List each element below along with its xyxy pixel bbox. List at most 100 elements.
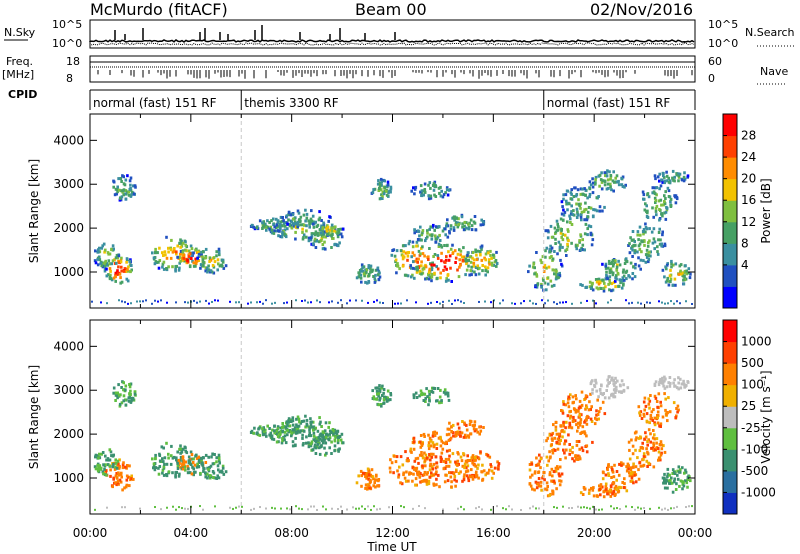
echo-cell [370, 468, 374, 472]
ground-scatter-cell [175, 301, 177, 304]
ground-scatter-cell [235, 301, 237, 304]
echo-cell [613, 463, 616, 467]
echo-cell [573, 408, 577, 412]
echo-cell [431, 184, 435, 187]
echo-cell [445, 244, 449, 248]
ground-scatter-cell [211, 300, 213, 303]
echo-cell [586, 210, 590, 214]
echo-cell [685, 272, 688, 276]
echo-cell [553, 481, 556, 485]
echo-cell [610, 270, 613, 274]
echo-cell [674, 194, 678, 198]
ground-scatter-cell [463, 508, 465, 511]
echo-cell [468, 419, 472, 423]
echo-cell [683, 274, 686, 278]
echo-cell [481, 463, 484, 467]
echo-cell [613, 180, 616, 184]
echo-cell [588, 280, 592, 284]
echo-cell [490, 256, 493, 260]
echo-cell [679, 377, 682, 381]
echo-cell [659, 400, 662, 404]
echo-cell [623, 477, 626, 481]
echo-cell [220, 263, 223, 267]
echo-cell [642, 228, 646, 231]
echo-cell [389, 392, 392, 395]
echo-cell [179, 252, 182, 256]
echo-cell [594, 208, 597, 212]
echo-cell [607, 465, 610, 468]
echo-cell [455, 216, 458, 220]
echo-cell [677, 381, 680, 385]
echo-cell [584, 201, 587, 205]
echo-cell [461, 464, 465, 468]
echo-cell [192, 261, 195, 265]
echo-cell [199, 266, 202, 270]
echo-cell [606, 492, 609, 496]
echo-cell [307, 441, 310, 445]
echo-cell [104, 259, 107, 263]
echo-cell [440, 259, 443, 263]
echo-cell [665, 206, 669, 210]
echo-cell [556, 437, 560, 441]
echo-cell [420, 233, 424, 237]
echo-cell [414, 185, 418, 189]
ground-scatter-cell [214, 505, 216, 508]
echo-cell [414, 477, 418, 481]
echo-cell [415, 257, 419, 261]
echo-cell [571, 213, 574, 217]
echo-cell [160, 445, 164, 449]
echo-cell [620, 176, 623, 180]
echo-cell [430, 455, 434, 459]
ground-scatter-cell [349, 299, 351, 302]
echo-cell [673, 194, 676, 198]
echo-cell [109, 468, 112, 472]
ground-scatter-cell [250, 301, 252, 304]
echo-cell [406, 251, 409, 255]
echo-cell [576, 243, 579, 247]
echo-cell [551, 268, 555, 272]
echo-cell [179, 451, 182, 455]
echo-cell [157, 266, 161, 270]
echo-cell [297, 211, 301, 215]
ground-scatter-cell [193, 299, 195, 302]
echo-cell [169, 462, 173, 466]
echo-cell [576, 421, 580, 425]
ground-scatter-cell [127, 302, 129, 305]
echo-cell [681, 274, 684, 278]
echo-cell [558, 274, 562, 278]
echo-cell [110, 262, 113, 266]
echo-cell [667, 195, 671, 198]
echo-cell [441, 441, 445, 445]
echo-cell [453, 217, 457, 221]
echo-cell [444, 442, 447, 446]
echo-cell [644, 222, 647, 226]
echo-cell [275, 432, 278, 435]
echo-cell [653, 196, 657, 200]
echo-cell [279, 220, 282, 224]
echo-cell [211, 264, 215, 267]
echo-cell [280, 235, 284, 239]
echo-cell [587, 224, 591, 228]
echo-cell [552, 283, 556, 287]
echo-cell [470, 228, 474, 232]
echo-cell [218, 459, 221, 463]
echo-cell [179, 455, 183, 459]
echo-cell [273, 431, 276, 435]
echo-cell [606, 169, 609, 173]
ground-scatter-cell [214, 299, 216, 302]
echo-cell [421, 229, 425, 233]
echo-cell [469, 218, 473, 222]
echo-cell [446, 391, 450, 395]
echo-cell [584, 207, 588, 211]
echo-cell [101, 244, 104, 248]
echo-cell [401, 254, 405, 258]
echo-cell [610, 476, 613, 479]
echo-cell [443, 388, 447, 392]
echo-cell [538, 453, 541, 457]
echo-cell [481, 478, 484, 482]
ground-scatter-cell [592, 505, 594, 508]
echo-cell [261, 223, 265, 227]
echo-cell [115, 192, 118, 196]
echo-cell [331, 428, 335, 431]
echo-cell [609, 267, 613, 271]
